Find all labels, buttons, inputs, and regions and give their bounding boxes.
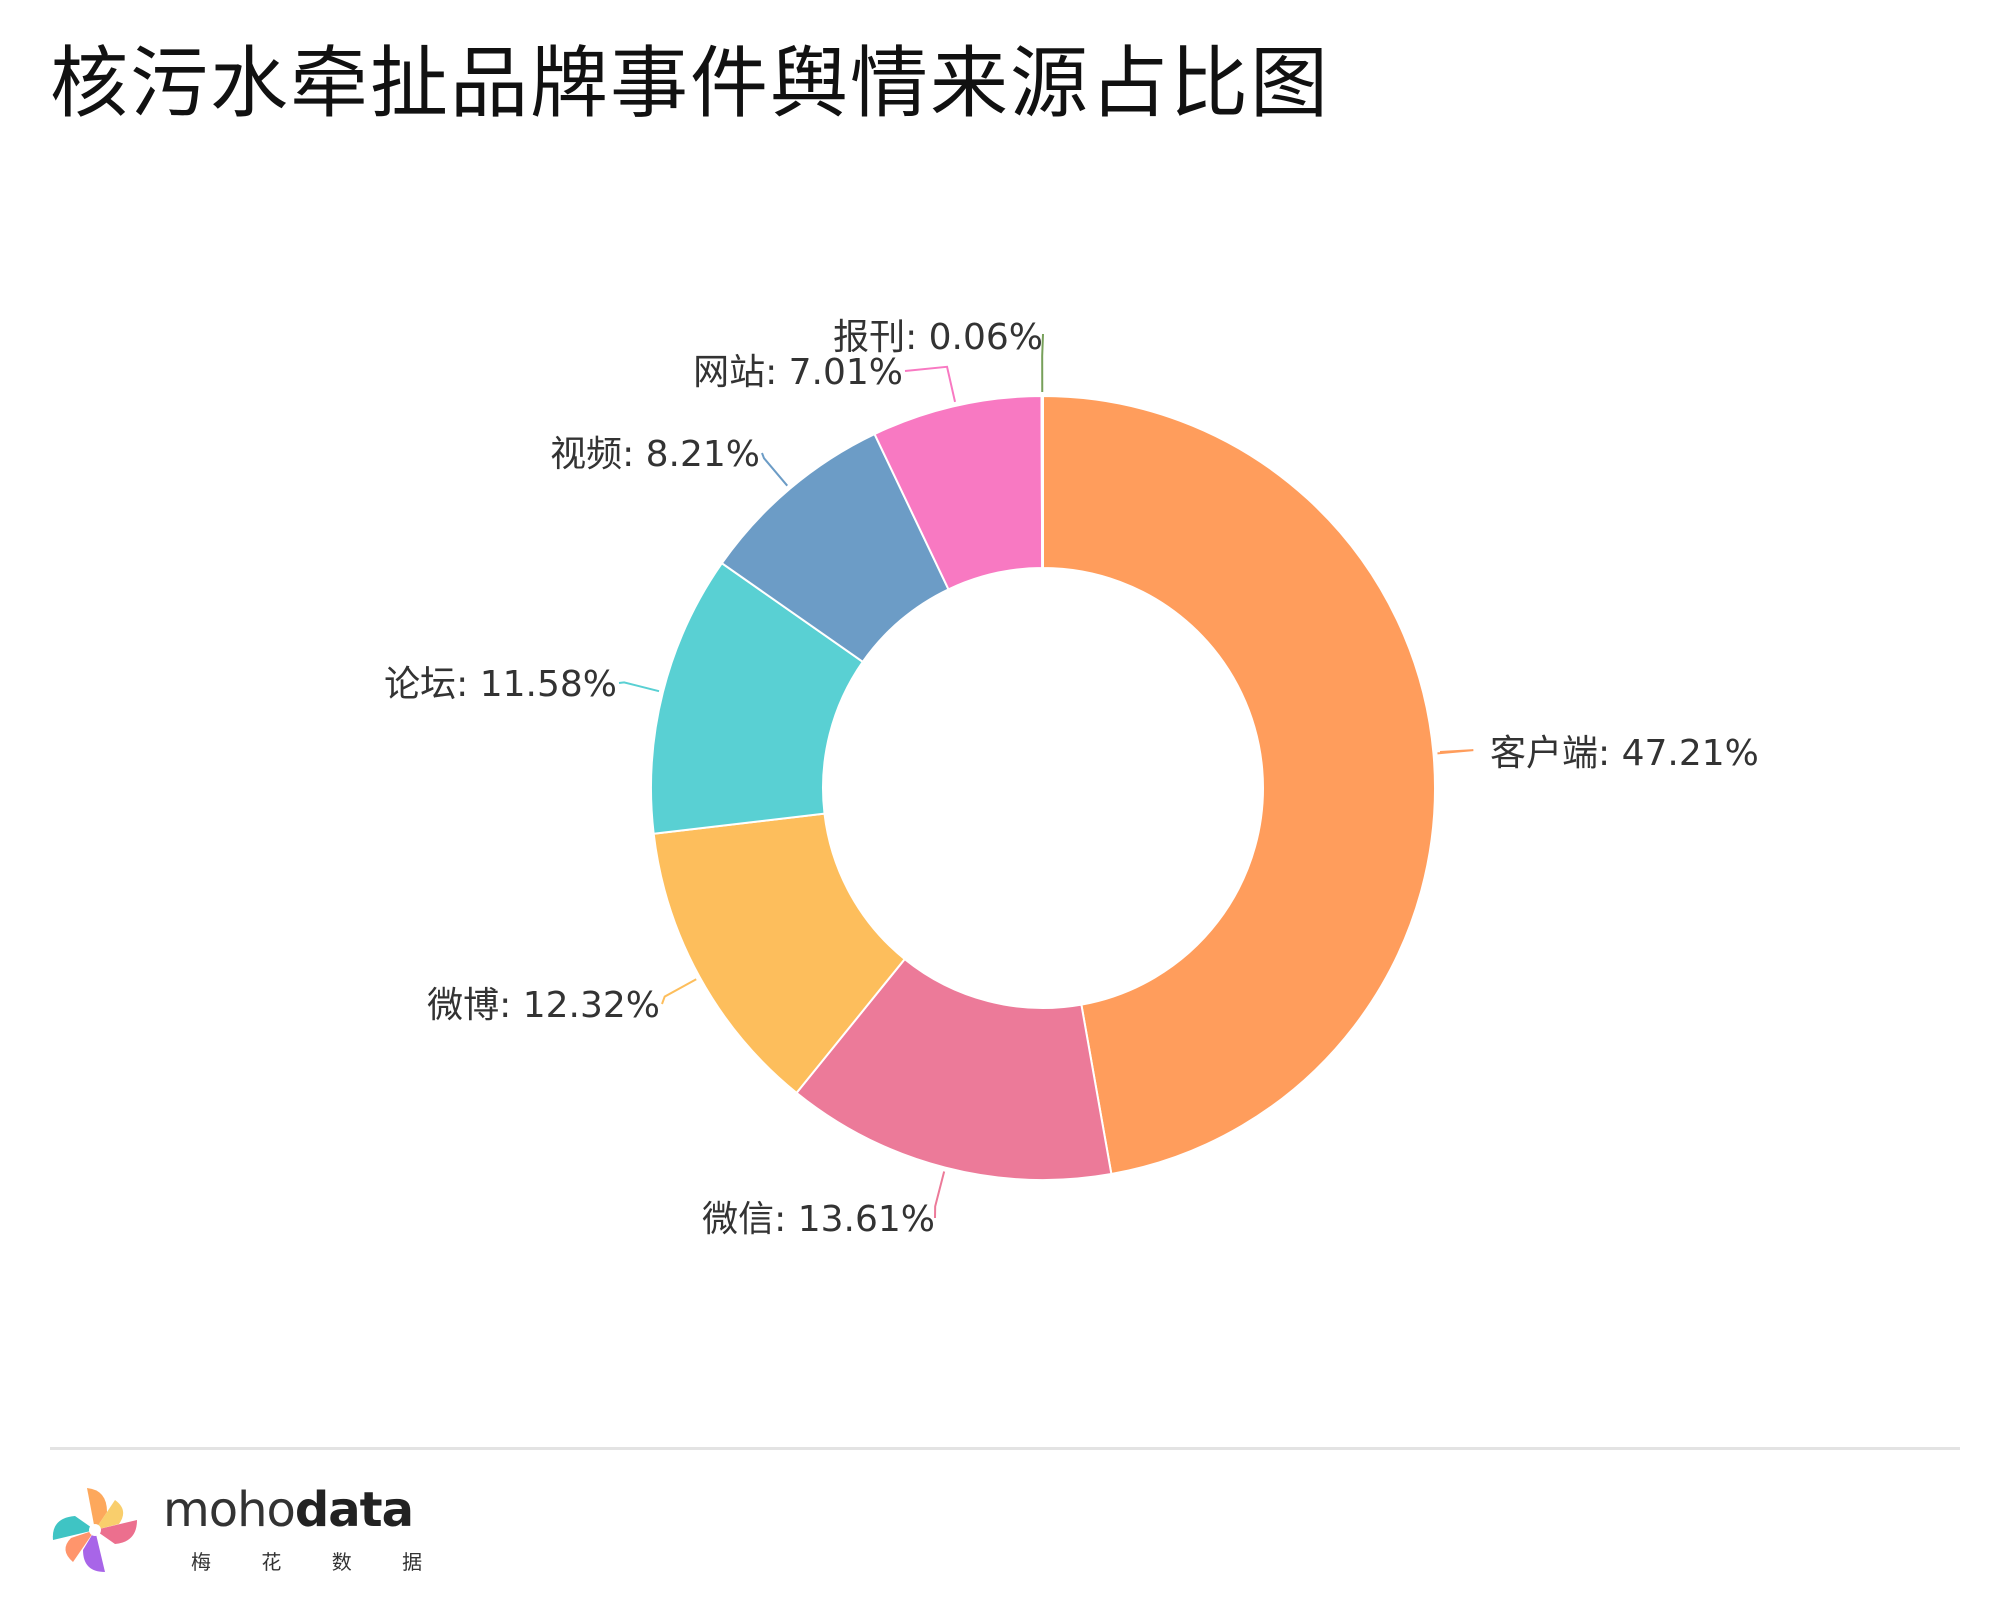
leader-line-6	[904, 365, 957, 403]
data-label-7: 报刊: 0.06%	[833, 317, 1043, 358]
data-label-3: 微博: 12.32%	[427, 985, 660, 1026]
data-label-2: 微信: 13.61%	[702, 1199, 935, 1240]
leader-line-5	[761, 452, 789, 487]
leader-line-2	[934, 1171, 946, 1219]
data-label-4: 论坛: 11.58%	[384, 664, 617, 705]
pie-slice-4	[650, 561, 865, 835]
pie-slice-7	[1040, 394, 1044, 570]
leader-line-3	[661, 978, 697, 1005]
data-label-6: 网站: 7.01%	[693, 352, 903, 393]
logo-wordmark: mohodata	[163, 1482, 414, 1538]
pinwheel-logo-icon	[52, 1488, 137, 1572]
mohodata-logo: mohodata 梅 花 数 据	[45, 1480, 425, 1580]
data-label-5: 视频: 8.21%	[550, 434, 760, 475]
footer-divider	[50, 1447, 1960, 1450]
chart-title: 核污水牵扯品牌事件舆情来源占比图	[50, 39, 1331, 129]
data-label-1: 客户端: 47.21%	[1490, 733, 1759, 774]
pie-slice-2	[795, 957, 1113, 1181]
pie-slice-1	[1042, 394, 1436, 1176]
leader-line-7	[1041, 333, 1044, 393]
pie-slice-3	[652, 812, 907, 1095]
leader-line-4	[618, 681, 660, 693]
logo-subtitle: 梅 花 数 据	[191, 1550, 445, 1574]
leader-line-1	[1437, 749, 1474, 755]
